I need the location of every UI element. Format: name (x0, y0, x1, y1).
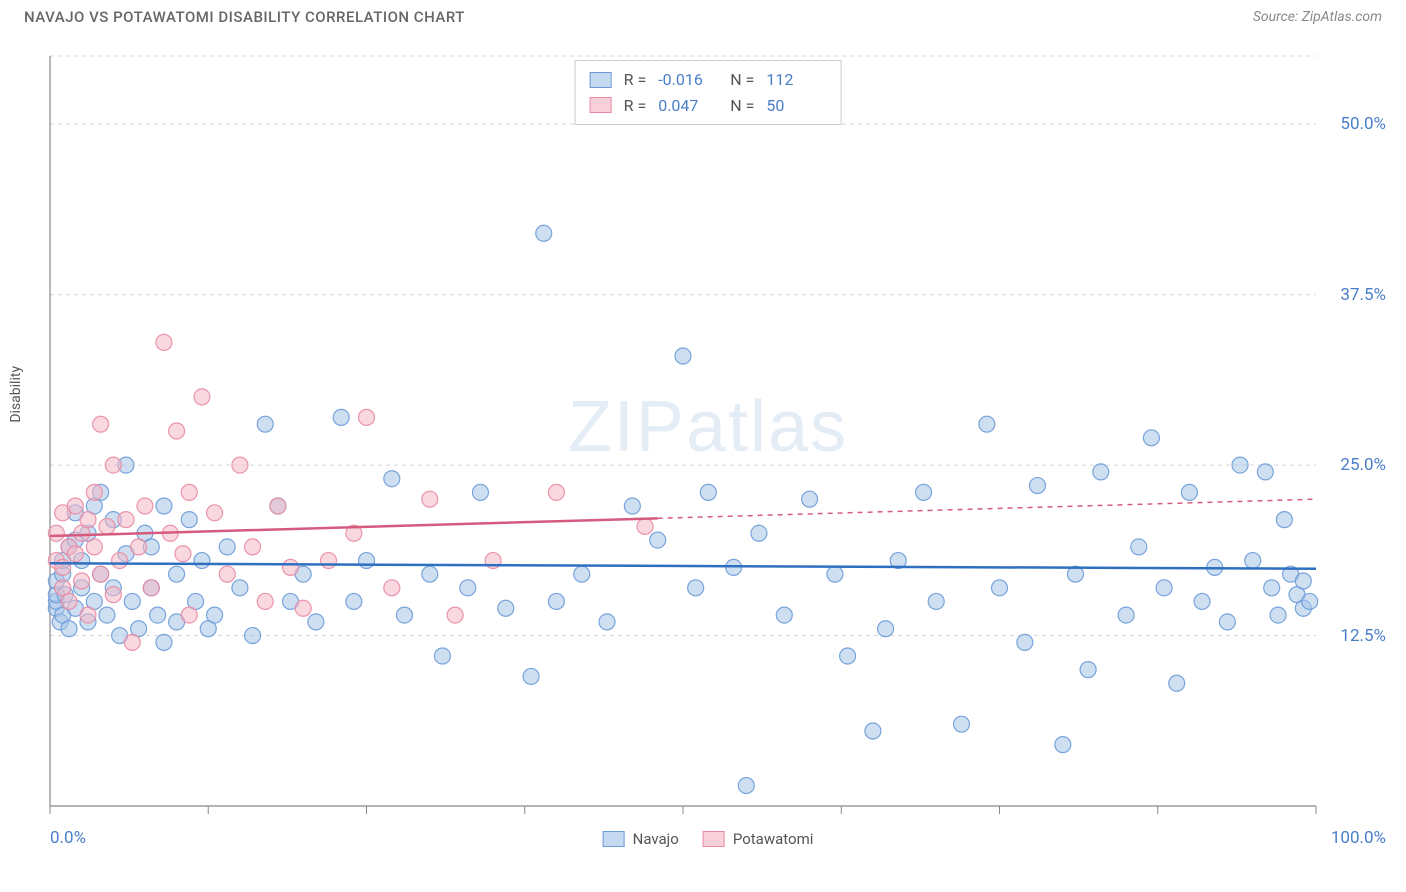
chart-title: NAVAJO VS POTAWATOMI DISABILITY CORRELAT… (24, 8, 465, 26)
n-value-potawatomi: 50 (766, 93, 826, 119)
r-label: R = (624, 93, 647, 119)
scatter-plot-svg (30, 38, 1386, 848)
series-legend: Navajo Potawatomi (603, 830, 814, 848)
swatch-potawatomi (703, 831, 725, 847)
r-value-potawatomi: 0.047 (658, 93, 718, 119)
legend-label-potawatomi: Potawatomi (733, 830, 814, 848)
n-value-navajo: 112 (766, 67, 826, 93)
n-label: N = (730, 67, 754, 93)
y-tick-label: 37.5% (1340, 285, 1386, 305)
r-label: R = (624, 67, 647, 93)
source-label: Source: ZipAtlas.com (1253, 9, 1382, 25)
swatch-potawatomi (590, 97, 612, 113)
chart-area: Disability ZIPatlas R = -0.016 N = 112 R… (30, 38, 1386, 848)
y-tick-label: 25.0% (1340, 455, 1386, 475)
correlation-legend: R = -0.016 N = 112 R = 0.047 N = 50 (575, 60, 842, 125)
legend-item-navajo: Navajo (603, 830, 679, 848)
x-axis-label-left: 0.0% (50, 828, 86, 848)
legend-item-potawatomi: Potawatomi (703, 830, 814, 848)
swatch-navajo (590, 72, 612, 88)
swatch-navajo (603, 831, 625, 847)
x-axis-label-right: 100.0% (1331, 828, 1386, 848)
legend-row-navajo: R = -0.016 N = 112 (590, 67, 827, 93)
r-value-navajo: -0.016 (658, 67, 718, 93)
y-tick-label: 50.0% (1340, 114, 1386, 134)
legend-row-potawatomi: R = 0.047 N = 50 (590, 93, 827, 119)
n-label: N = (730, 93, 754, 119)
y-axis-label: Disability (8, 366, 24, 423)
legend-label-navajo: Navajo (633, 830, 679, 848)
y-tick-label: 12.5% (1340, 626, 1386, 646)
